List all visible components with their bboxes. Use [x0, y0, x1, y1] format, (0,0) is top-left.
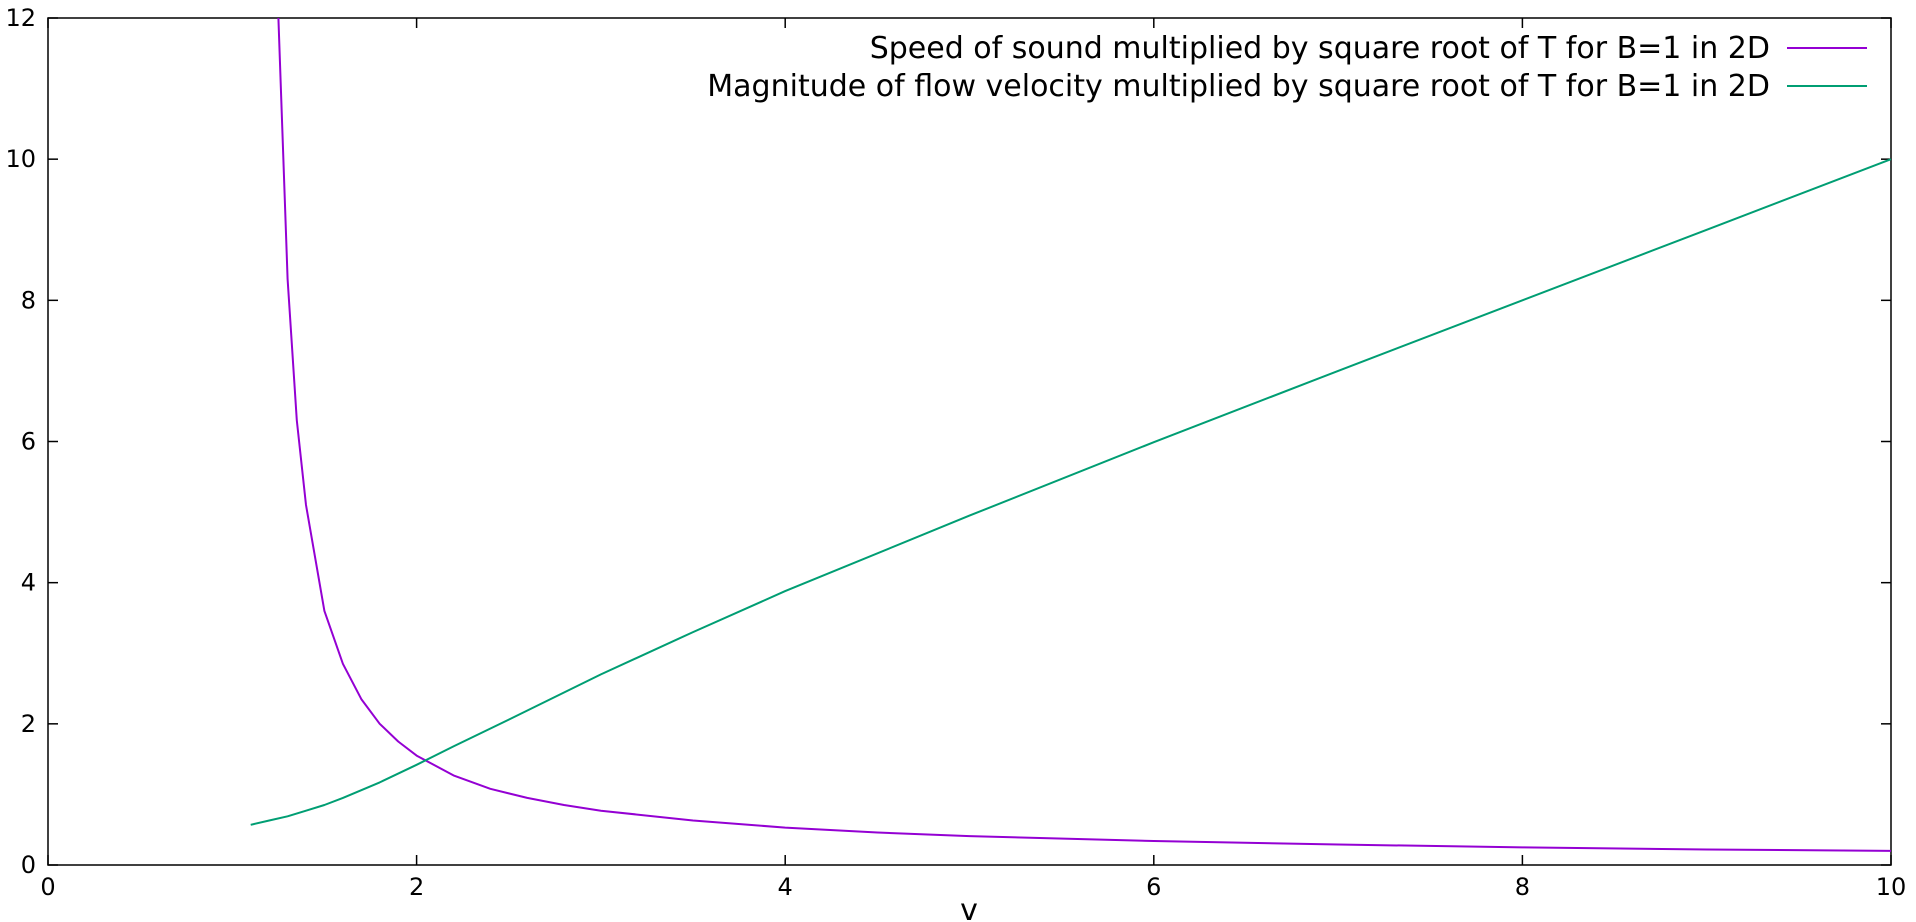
y-tick-label: 12 — [5, 4, 36, 32]
x-tick-label: 0 — [40, 873, 55, 901]
x-tick-label: 10 — [1876, 873, 1907, 901]
series-line-2 — [250, 158, 1891, 826]
plot-frame — [47, 17, 1892, 866]
legend-label-1: Speed of sound multiplied by square root… — [870, 31, 1770, 66]
legend: Speed of sound multiplied by square root… — [707, 31, 1867, 104]
series-layer — [250, 18, 1891, 852]
axis-ticks: 0 2 4 6 8 10 0 2 4 6 8 10 12 — [5, 4, 1906, 901]
series-line-1 — [277, 18, 1891, 852]
x-tick-label: 4 — [778, 873, 793, 901]
x-axis-label: v — [960, 893, 978, 922]
y-tick-label: 4 — [21, 569, 36, 597]
y-tick-label: 8 — [21, 286, 36, 314]
y-tick-label: 10 — [5, 145, 36, 173]
x-tick-label: 6 — [1146, 873, 1161, 901]
x-tick-label: 8 — [1515, 873, 1530, 901]
y-tick-label: 6 — [21, 428, 36, 456]
x-tick-label: 2 — [409, 873, 424, 901]
y-tick-label: 2 — [21, 710, 36, 738]
y-tick-label: 0 — [21, 851, 36, 879]
legend-label-2: Magnitude of flow velocity multiplied by… — [707, 69, 1770, 104]
